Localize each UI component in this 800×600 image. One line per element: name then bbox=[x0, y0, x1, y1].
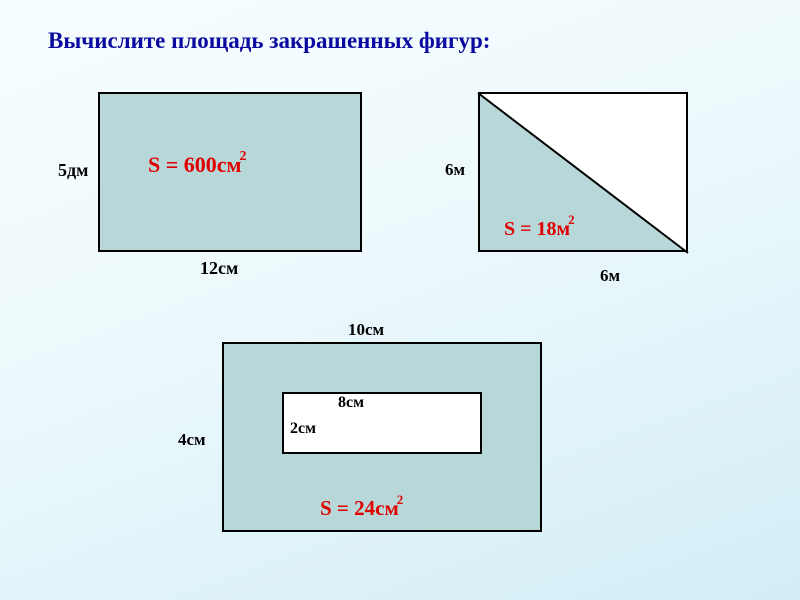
frame-answer-base: S = 24см bbox=[320, 496, 399, 520]
frame-label-inner-width: 8см bbox=[338, 394, 364, 412]
frame-label-inner-height: 2см bbox=[290, 420, 316, 438]
triangle-label-height: 6м bbox=[445, 160, 465, 180]
rect-answer-sup: 2 bbox=[240, 149, 247, 164]
rect-answer-base: S = 600см bbox=[148, 152, 242, 177]
page-title: Вычислите площадь закрашенных фигур: bbox=[48, 28, 490, 54]
frame-answer: S = 24см2 bbox=[320, 496, 405, 521]
frame-answer-sup: 2 bbox=[397, 492, 404, 507]
triangle-answer: S = 18м2 bbox=[504, 218, 577, 241]
rect-answer: S = 600см2 bbox=[148, 152, 249, 178]
rect-label-width: 12см bbox=[200, 258, 238, 279]
triangle-answer-sup: 2 bbox=[568, 212, 575, 227]
frame-label-outer-width: 10см bbox=[348, 320, 384, 340]
rect-label-height: 5дм bbox=[58, 160, 88, 181]
triangle-answer-base: S = 18м bbox=[504, 218, 570, 240]
triangle-label-base: 6м bbox=[600, 266, 620, 286]
frame-label-outer-height: 4см bbox=[178, 430, 206, 450]
